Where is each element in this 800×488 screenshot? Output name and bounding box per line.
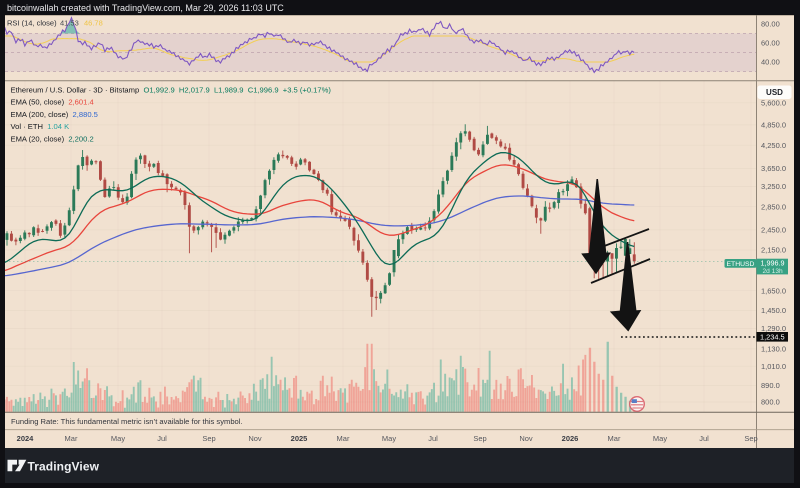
svg-text:1,290.0: 1,290.0 (761, 324, 786, 333)
svg-text:1,010.0: 1,010.0 (761, 362, 786, 371)
svg-text:1,130.0: 1,130.0 (761, 345, 786, 354)
svg-text:EMA (50, close) 2,601.4: EMA (50, close) 2,601.4 (11, 98, 94, 107)
svg-text:46.78: 46.78 (84, 19, 103, 28)
svg-text:4,850.0: 4,850.0 (761, 121, 786, 130)
svg-text:890.0: 890.0 (761, 381, 780, 390)
svg-text:Jul: Jul (428, 434, 438, 443)
svg-text:May: May (111, 434, 125, 443)
svg-text:RSI (14, close): RSI (14, close) (7, 19, 57, 28)
svg-text:Jul: Jul (157, 434, 167, 443)
svg-text:3,250.0: 3,250.0 (761, 182, 786, 191)
svg-text:2,850.0: 2,850.0 (761, 202, 786, 211)
svg-text:2,450.0: 2,450.0 (761, 226, 786, 235)
svg-text:Sep: Sep (473, 434, 486, 443)
svg-text:60.00: 60.00 (761, 39, 780, 48)
svg-text:Sep: Sep (202, 434, 215, 443)
svg-text:2024: 2024 (17, 434, 35, 443)
svg-text:Jul: Jul (699, 434, 709, 443)
svg-text:TradingView: TradingView (28, 459, 100, 473)
svg-text:2026: 2026 (562, 434, 579, 443)
svg-text:May: May (653, 434, 667, 443)
svg-text:USD: USD (766, 88, 783, 97)
svg-text:Mar: Mar (65, 434, 78, 443)
svg-text:2025: 2025 (291, 434, 308, 443)
svg-text:4,250.0: 4,250.0 (761, 141, 786, 150)
svg-text:3,650.0: 3,650.0 (761, 164, 786, 173)
svg-text:1,450.0: 1,450.0 (761, 306, 786, 315)
svg-text:800.0: 800.0 (761, 398, 780, 407)
svg-text:1,650.0: 1,650.0 (761, 286, 786, 295)
svg-text:5,600.0: 5,600.0 (761, 98, 786, 107)
svg-text:1,996.9: 1,996.9 (761, 259, 785, 268)
svg-text:2,150.0: 2,150.0 (761, 246, 786, 255)
svg-text:bitcoinwallah created with Tra: bitcoinwallah created with TradingView.c… (7, 3, 284, 13)
svg-text:Nov: Nov (519, 434, 533, 443)
svg-text:Funding Rate: This fundamental: Funding Rate: This fundamental metric is… (11, 417, 243, 426)
svg-text:Nov: Nov (248, 434, 262, 443)
svg-text:Mar: Mar (337, 434, 350, 443)
svg-text:Sep: Sep (744, 434, 757, 443)
svg-text:40.00: 40.00 (761, 58, 780, 67)
svg-text:Ethereum / U.S. Dollar · 3D ·: Ethereum / U.S. Dollar · 3D · Bitstamp O… (11, 86, 332, 95)
svg-text:May: May (382, 434, 396, 443)
svg-text:Mar: Mar (608, 434, 621, 443)
svg-text:2d 13h: 2d 13h (763, 268, 784, 275)
svg-text:EMA (200, close) 2,880.5: EMA (200, close) 2,880.5 (11, 110, 98, 119)
svg-text:Vol · ETH 1.04 K: Vol · ETH 1.04 K (11, 122, 70, 131)
svg-text:ETHUSD: ETHUSD (727, 261, 755, 268)
svg-text:80.00: 80.00 (761, 20, 780, 29)
svg-text:41.53: 41.53 (60, 19, 79, 28)
svg-text:1,234.5: 1,234.5 (760, 333, 785, 342)
svg-text:EMA (20, close) 2,200.2: EMA (20, close) 2,200.2 (11, 134, 94, 143)
